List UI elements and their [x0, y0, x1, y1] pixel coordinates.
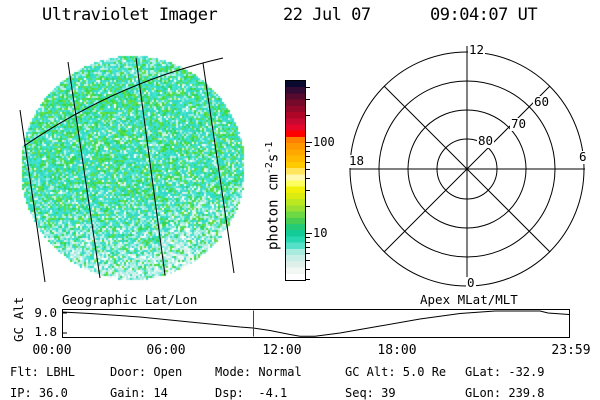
colorbar-tick-minor: [306, 99, 310, 100]
gc-alt-chart: [62, 309, 572, 340]
header-time: 09:04:07 UT: [430, 7, 537, 25]
colorbar-tick-minor: [306, 279, 310, 280]
colorbar-unit-mid: s: [266, 154, 282, 162]
mlat-label-70: 70: [510, 118, 527, 131]
colorbar-tick-minor: [306, 156, 310, 157]
colorbar-tick-minor: [306, 253, 310, 254]
geographic-grid-line: [20, 110, 45, 282]
status-field: GLat: -32.9: [465, 366, 544, 379]
colorbar-tick-major: [306, 142, 312, 143]
colorbar-unit-exp: -1: [264, 142, 275, 154]
ytick-label-top: 9.0: [31, 307, 57, 320]
x-axis-label: 23:59: [551, 344, 590, 357]
status-field: Gain: 14: [110, 387, 168, 400]
uvi-display-screen: Ultraviolet Imager 22 Jul 07 09:04:07 UT…: [0, 0, 600, 400]
chart-frame: [63, 310, 570, 338]
colorbar-tick-minor: [306, 146, 310, 147]
colorbar-tick-minor: [306, 247, 310, 248]
status-field: Seq: 39: [345, 387, 396, 400]
colorbar-unit-prefix: photon cm: [266, 174, 282, 250]
x-axis-label: 06:00: [146, 344, 185, 357]
colorbar-tick-minor: [306, 115, 310, 116]
header-date: 22 Jul 07: [283, 7, 371, 25]
colorbar-unit-exp: -2: [264, 162, 275, 174]
colorbar-unit-label: photon cm-2s-1: [264, 142, 282, 250]
mlat-label-80: 80: [477, 135, 494, 148]
x-axis-label: 18:00: [377, 344, 416, 357]
gc-alt-curve: [62, 311, 569, 336]
colorbar-tick-minor: [306, 87, 310, 88]
polar-plot: [344, 42, 594, 292]
colorbar-tick-minor: [306, 162, 310, 163]
geographic-grid-line: [203, 63, 234, 273]
disk-grid-overlay: [0, 40, 260, 290]
status-field: IP: 36.0: [10, 387, 68, 400]
geographic-grid-arc: [24, 58, 223, 146]
colorbar-tick-minor: [306, 151, 310, 152]
geo-grid-title: Geographic Lat/Lon: [62, 293, 197, 306]
colorbar-tick-label: 10: [313, 227, 327, 239]
colorbar-tick-label: 100: [313, 136, 335, 148]
ytick-label-bottom: 1.8: [31, 326, 57, 339]
status-field: GLon: 239.8: [465, 387, 544, 400]
status-field: Mode: Normal: [215, 366, 302, 379]
mlt-label-6: 6: [578, 151, 588, 164]
colorbar-tick-minor: [306, 269, 310, 270]
status-field: Door: Open: [110, 366, 182, 379]
status-field: GC Alt: 5.0 Re: [345, 366, 446, 379]
apex-grid-title: Apex MLat/MLT: [420, 293, 518, 306]
colorbar-tick-minor: [306, 190, 310, 191]
mlat-label-60: 60: [533, 96, 550, 109]
status-field: Dsp: -4.1: [215, 387, 287, 400]
colorbar-tick-minor: [306, 260, 310, 261]
status-field: Flt: LBHL: [10, 366, 75, 379]
geographic-grid-line: [68, 62, 100, 278]
colorbar-tick-minor: [306, 178, 310, 179]
geographic-grid-line: [136, 58, 165, 275]
colorbar-tick-minor: [306, 242, 310, 243]
page-title: Ultraviolet Imager: [42, 7, 217, 25]
x-axis-label: 12:00: [262, 344, 301, 357]
mlt-label-12: 12: [468, 44, 485, 57]
colorbar-tick-minor: [306, 237, 310, 238]
colorbar-gradient: [285, 80, 306, 281]
gc-alt-axis-label: GC Alt: [12, 297, 25, 342]
mlt-label-0: 0: [466, 277, 476, 290]
colorbar-tick-major: [306, 233, 312, 234]
colorbar-tick-minor: [306, 206, 310, 207]
colorbar-tick-minor: [306, 169, 310, 170]
mlt-label-18: 18: [348, 155, 365, 168]
x-axis-label: 00:00: [32, 344, 71, 357]
colorbar-ticks: 100 10: [306, 80, 340, 281]
